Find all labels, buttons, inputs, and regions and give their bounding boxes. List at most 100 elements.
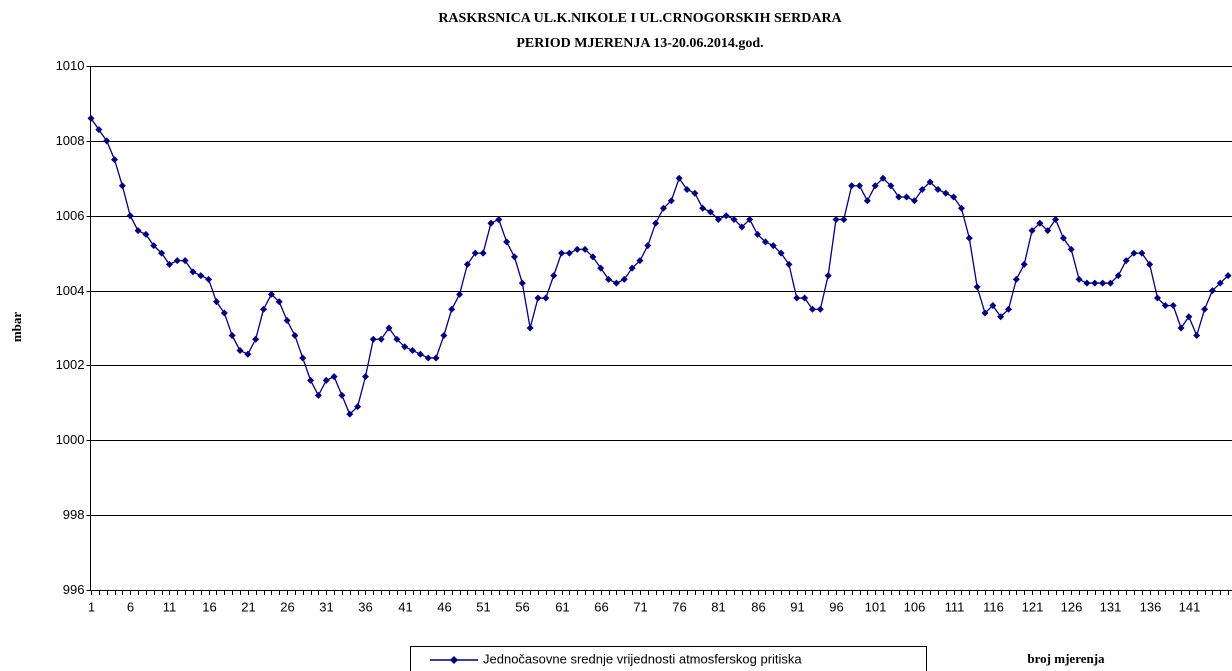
data-point (879, 174, 887, 182)
data-point (683, 186, 691, 194)
data-point (769, 242, 777, 250)
data-point (346, 410, 354, 418)
data-point (260, 305, 268, 313)
data-point (393, 335, 401, 343)
data-point (808, 305, 816, 313)
data-point (354, 403, 362, 411)
data-point (338, 391, 346, 399)
x-tick-label: 46 (437, 599, 451, 614)
data-point (440, 331, 448, 339)
x-tick-label: 121 (1022, 599, 1044, 614)
data-point (1067, 245, 1075, 253)
y-tick-label: 1010 (56, 58, 85, 73)
data-point (1075, 275, 1083, 283)
data-point (1216, 279, 1224, 287)
data-point (1052, 215, 1060, 223)
data-point (675, 174, 683, 182)
x-tick-label: 101 (865, 599, 887, 614)
data-point (871, 182, 879, 190)
x-tick-label: 76 (672, 599, 686, 614)
data-point (1020, 260, 1028, 268)
data-point (707, 208, 715, 216)
x-tick-label: 16 (202, 599, 216, 614)
data-point (416, 350, 424, 358)
data-point (1036, 219, 1044, 227)
data-point (856, 182, 864, 190)
data-point (1193, 331, 1201, 339)
data-point (1154, 294, 1162, 302)
data-point (236, 346, 244, 354)
data-point (730, 215, 738, 223)
data-point (612, 279, 620, 287)
data-point (456, 290, 464, 298)
data-point (118, 182, 126, 190)
x-tick-label: 136 (1140, 599, 1162, 614)
data-point (228, 331, 236, 339)
data-point (926, 178, 934, 186)
x-tick-label: 41 (398, 599, 412, 614)
data-point (895, 193, 903, 201)
x-tick-label: 6 (127, 599, 134, 614)
data-point (1106, 279, 1114, 287)
data-point (565, 249, 573, 257)
data-point (322, 376, 330, 384)
data-line (90, 118, 1229, 416)
data-point (957, 204, 965, 212)
data-point (197, 272, 205, 280)
x-tick-label: 86 (751, 599, 765, 614)
data-point (385, 324, 393, 332)
x-tick-label: 106 (904, 599, 926, 614)
data-point (1208, 287, 1216, 295)
data-point (95, 126, 103, 134)
data-point (134, 227, 142, 235)
x-tick-label: 81 (711, 599, 725, 614)
data-point (691, 189, 699, 197)
data-point (1224, 272, 1232, 280)
data-point (1099, 279, 1107, 287)
data-point (252, 335, 260, 343)
x-tick-label: 111 (945, 599, 965, 614)
data-point (267, 290, 275, 298)
data-point (942, 189, 950, 197)
data-point (377, 335, 385, 343)
data-point (220, 309, 228, 317)
data-point (432, 354, 440, 362)
data-point (369, 335, 377, 343)
data-point (620, 275, 628, 283)
x-tick-label: 61 (555, 599, 569, 614)
x-tick-label: 91 (790, 599, 804, 614)
data-point (1185, 313, 1193, 321)
x-tick-label: 131 (1100, 599, 1122, 614)
y-tick-label: 1002 (56, 357, 85, 372)
data-point (361, 373, 369, 381)
data-point (542, 294, 550, 302)
data-point (981, 309, 989, 317)
y-axis-title: mbar (9, 312, 24, 343)
x-tick-label: 11 (163, 599, 177, 614)
data-point (424, 354, 432, 362)
data-point (714, 215, 722, 223)
chart-title: RASKRSNICA UL.K.NIKOLE I UL.CRNOGORSKIH … (438, 11, 842, 26)
data-point (918, 186, 926, 194)
x-tick-label: 56 (515, 599, 529, 614)
data-point (887, 182, 895, 190)
data-point (1083, 279, 1091, 287)
data-point (1122, 257, 1130, 265)
data-point (495, 215, 503, 223)
data-point (1138, 249, 1146, 257)
y-tick-label: 1008 (56, 133, 85, 148)
data-point (761, 238, 769, 246)
data-point (644, 242, 652, 250)
data-point (550, 272, 558, 280)
y-tick-label: 996 (63, 582, 85, 597)
y-tick-label: 998 (63, 507, 85, 522)
data-point (1130, 249, 1138, 257)
data-point (934, 186, 942, 194)
data-point (699, 204, 707, 212)
data-point (534, 294, 542, 302)
data-point (722, 212, 730, 220)
data-point (965, 234, 973, 242)
data-point (314, 391, 322, 399)
data-point (291, 331, 299, 339)
